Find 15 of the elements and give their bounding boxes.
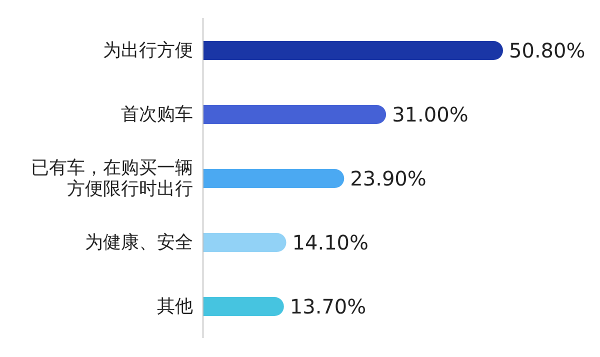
data-label: 14.10% xyxy=(292,230,369,254)
data-label: 13.70% xyxy=(290,294,366,318)
y-tick-label: 其他 xyxy=(157,296,193,316)
bar xyxy=(203,41,503,60)
y-tick-label: 首次购车 xyxy=(121,104,193,124)
data-label: 50.80% xyxy=(509,38,586,62)
y-tick-label: 为出行方便 xyxy=(103,40,193,60)
bar xyxy=(203,233,286,252)
data-label: 31.00% xyxy=(392,102,468,126)
data-label: 23.90% xyxy=(350,166,426,190)
bar xyxy=(203,297,284,316)
bar xyxy=(203,105,386,124)
y-tick-label: 为健康、安全 xyxy=(85,232,193,252)
y-tick-label: 已有车，在购买一辆方便限行时出行 xyxy=(31,157,193,199)
bar xyxy=(203,169,344,188)
